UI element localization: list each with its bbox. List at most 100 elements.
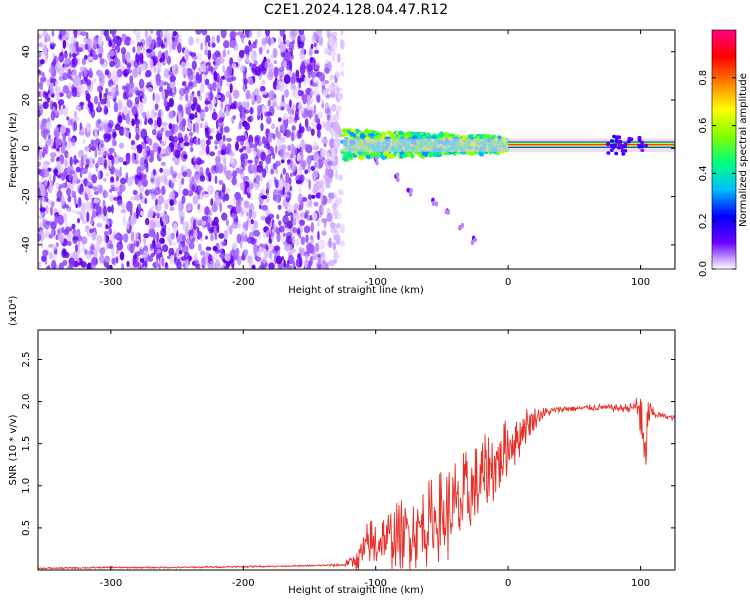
noise-blob xyxy=(333,121,340,132)
noise-blob xyxy=(128,81,135,90)
noise-blob xyxy=(195,157,202,166)
noise-blob xyxy=(241,36,244,44)
noise-blob xyxy=(330,132,336,138)
noise-blob xyxy=(38,233,42,242)
noise-blob xyxy=(237,135,243,142)
noise-blob xyxy=(290,172,294,177)
noise-blob xyxy=(155,73,161,82)
noise-blob xyxy=(146,135,150,143)
noise-blob xyxy=(273,176,277,184)
noise-blob xyxy=(307,108,314,119)
noise-blob xyxy=(334,130,340,139)
noise-blob xyxy=(231,63,237,68)
noise-blob xyxy=(90,264,97,269)
noise-blob xyxy=(210,165,217,175)
noise-blob xyxy=(210,260,215,265)
noise-blob xyxy=(150,252,155,257)
noise-blob xyxy=(61,144,66,154)
noise-blob xyxy=(51,259,57,269)
noise-blob xyxy=(310,43,314,50)
noise-blob xyxy=(38,142,41,147)
signal-blob xyxy=(614,151,619,156)
noise-blob xyxy=(287,244,293,252)
noise-blob xyxy=(291,125,296,132)
noise-blob xyxy=(331,31,338,38)
noise-blob xyxy=(204,100,212,105)
noise-blob xyxy=(38,109,41,118)
noise-blob xyxy=(141,63,146,72)
noise-blob xyxy=(283,112,288,121)
noise-blob xyxy=(137,203,142,210)
noise-blob xyxy=(327,168,334,179)
noise-blob xyxy=(213,71,218,82)
trace-blob xyxy=(375,160,379,166)
noise-blob xyxy=(119,251,125,261)
noise-blob xyxy=(178,249,183,255)
noise-blob xyxy=(191,183,199,193)
noise-blob xyxy=(231,264,235,269)
noise-blob xyxy=(144,30,149,38)
signal-blob xyxy=(640,144,644,148)
noise-blob xyxy=(192,219,197,230)
y-tick-label: 0.5 xyxy=(21,520,32,536)
noise-blob xyxy=(268,90,275,101)
noise-blob xyxy=(164,262,168,268)
noise-blob xyxy=(173,173,177,178)
noise-blob xyxy=(154,119,157,130)
noise-blob xyxy=(229,157,234,165)
noise-blob xyxy=(240,153,245,162)
noise-blob xyxy=(182,68,188,77)
noise-blob xyxy=(204,193,210,198)
noise-blob xyxy=(53,173,56,183)
noise-blob xyxy=(150,108,156,119)
noise-blob xyxy=(212,81,217,92)
noise-blob xyxy=(120,177,127,185)
noise-blob xyxy=(300,211,306,218)
spectrogram-y-axis-label: Frequency (Hz) xyxy=(8,112,19,188)
noise-blob xyxy=(285,151,290,156)
noise-blob xyxy=(322,173,329,180)
noise-blob xyxy=(114,151,117,158)
noise-blob xyxy=(160,43,165,49)
noise-blob xyxy=(321,230,327,236)
noise-blob xyxy=(194,174,200,179)
spectrogram-x-axis-label: Height of straight line (km) xyxy=(288,285,424,296)
noise-blob xyxy=(152,243,156,249)
noise-blob xyxy=(60,196,65,206)
noise-blob xyxy=(270,38,275,45)
noise-blob xyxy=(174,125,177,136)
noise-blob xyxy=(104,88,109,94)
noise-blob xyxy=(177,132,183,139)
noise-blob xyxy=(242,221,249,229)
noise-blob xyxy=(314,49,319,54)
noise-blob xyxy=(57,99,65,106)
noise-blob xyxy=(121,85,127,90)
noise-blob xyxy=(47,264,51,269)
noise-blob xyxy=(171,241,177,246)
noise-blob xyxy=(268,238,272,244)
noise-blob xyxy=(324,79,329,85)
noise-blob xyxy=(164,49,169,60)
spectrogram-cells xyxy=(38,30,675,269)
noise-blob xyxy=(249,107,254,115)
colorbar-tick-label: 0.4 xyxy=(698,165,709,181)
noise-blob xyxy=(130,231,135,243)
noise-blob xyxy=(140,171,145,182)
noise-blob xyxy=(216,34,220,44)
noise-blob xyxy=(320,149,327,157)
noise-blob xyxy=(130,144,137,151)
noise-blob xyxy=(205,246,212,251)
noise-blob xyxy=(236,31,243,36)
noise-blob xyxy=(333,138,340,150)
noise-blob xyxy=(178,34,182,43)
noise-blob xyxy=(40,229,43,236)
noise-blob xyxy=(235,167,240,174)
noise-blob xyxy=(111,248,115,258)
noise-blob xyxy=(50,110,56,121)
signal-blob xyxy=(364,128,369,135)
noise-blob xyxy=(243,109,250,114)
noise-blob xyxy=(116,185,123,196)
noise-blob xyxy=(276,232,281,243)
noise-blob xyxy=(127,176,133,187)
noise-blob xyxy=(238,49,245,58)
